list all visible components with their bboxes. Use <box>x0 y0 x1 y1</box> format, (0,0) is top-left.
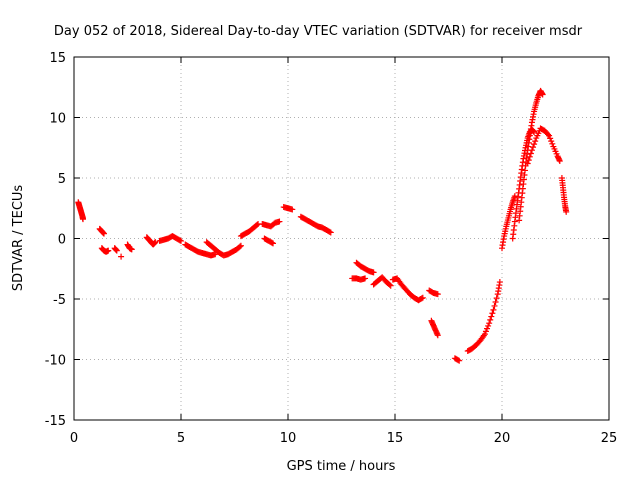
data-point <box>370 269 377 276</box>
data-point <box>492 299 499 306</box>
data-point <box>539 91 546 98</box>
data-point <box>489 310 496 317</box>
data-point <box>434 291 441 298</box>
y-tick-label: 15 <box>49 51 66 66</box>
data-point <box>556 158 563 165</box>
data-point <box>511 193 518 200</box>
data-point <box>176 237 183 244</box>
data-point <box>532 138 539 145</box>
data-point <box>152 239 159 246</box>
data-point <box>546 132 553 139</box>
y-tick-label: -5 <box>53 293 66 308</box>
data-point <box>526 153 533 160</box>
data-point <box>491 302 498 309</box>
data-point <box>524 160 531 167</box>
data-point <box>387 282 394 289</box>
data-point <box>434 332 441 339</box>
data-point <box>268 239 275 246</box>
data-point <box>178 237 184 244</box>
data-point <box>481 331 488 338</box>
data-point <box>455 357 462 364</box>
data-point <box>79 216 86 223</box>
x-axis-label: GPS time / hours <box>287 459 396 474</box>
data-point <box>419 294 426 301</box>
data-point <box>237 242 244 249</box>
data-point <box>253 221 260 228</box>
data-point <box>549 140 556 147</box>
data-point <box>118 253 125 260</box>
data-point <box>545 131 552 138</box>
x-tick-label: 25 <box>601 431 618 446</box>
data-point <box>100 230 107 237</box>
data-point <box>548 138 555 145</box>
data-point <box>327 229 334 236</box>
y-tick-label: -15 <box>45 414 66 429</box>
y-axis: -15 -10 -5 0 5 10 15 <box>45 51 609 429</box>
x-axis: 0 5 10 15 20 25 <box>70 57 617 446</box>
data-point <box>386 281 393 288</box>
data-point <box>276 218 283 225</box>
x-tick-label: 20 <box>494 431 511 446</box>
chart-title: Day 052 of 2018, Sidereal Day-to-day VTE… <box>54 24 583 39</box>
data-point <box>563 208 570 215</box>
y-tick-label: 0 <box>58 233 66 248</box>
data-point <box>418 295 425 302</box>
data-point <box>528 147 535 154</box>
data-point <box>496 279 503 286</box>
y-tick-label: -10 <box>45 354 66 369</box>
x-tick-label: 5 <box>177 431 185 446</box>
data-point <box>456 357 463 364</box>
chart-grid <box>74 57 609 420</box>
data-point <box>486 320 493 327</box>
data-point <box>490 306 497 313</box>
x-tick-label: 10 <box>280 431 297 446</box>
data-point <box>485 322 492 329</box>
data-point <box>128 246 135 253</box>
data-point <box>487 316 494 323</box>
data-point <box>530 144 537 151</box>
data-point <box>527 150 534 157</box>
x-tick-label: 15 <box>387 431 404 446</box>
y-tick-label: 5 <box>58 172 66 187</box>
y-axis-label: SDTVAR / TECUs <box>11 185 26 292</box>
data-point <box>547 135 554 142</box>
x-tick-label: 0 <box>70 431 78 446</box>
data-point <box>488 313 495 320</box>
data-point <box>270 240 277 247</box>
y-tick-label: 10 <box>49 112 66 127</box>
data-point <box>326 228 333 235</box>
data-point <box>289 206 296 213</box>
data-points <box>75 87 570 364</box>
data-point <box>493 295 500 302</box>
data-point <box>525 157 532 164</box>
data-point <box>531 141 538 148</box>
data-point <box>236 243 243 250</box>
data-point <box>362 275 369 282</box>
data-point <box>484 325 491 332</box>
data-point <box>105 247 112 254</box>
data-point <box>482 328 489 335</box>
data-point <box>113 247 120 254</box>
